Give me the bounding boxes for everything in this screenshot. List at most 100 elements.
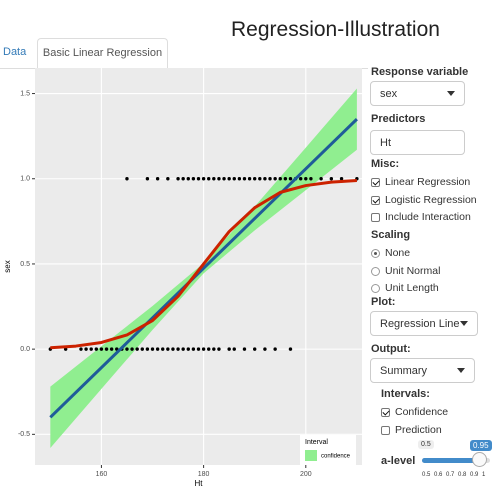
tab[interactable]: Basic Linear Regression	[37, 38, 168, 69]
data-point	[181, 347, 185, 351]
data-point	[150, 347, 155, 351]
data-point	[191, 177, 196, 181]
data-point	[99, 347, 104, 351]
data-point	[171, 347, 175, 351]
data-point	[247, 177, 252, 181]
data-point	[242, 177, 247, 181]
radio[interactable]	[371, 284, 380, 293]
slider-tick-label: 0.5	[422, 472, 431, 478]
data-point	[161, 347, 165, 351]
data-point	[212, 177, 216, 181]
data-point	[227, 177, 231, 181]
x-tick-label: 180	[198, 471, 210, 478]
radio-label[interactable]: None	[385, 247, 411, 259]
select[interactable]: Regression Line	[370, 311, 478, 336]
slider-fill	[422, 458, 480, 463]
data-point	[217, 347, 221, 351]
radio[interactable]	[371, 249, 380, 258]
data-point	[309, 177, 313, 181]
select[interactable]: sex	[370, 81, 465, 106]
data-point	[125, 177, 129, 181]
radio[interactable]	[371, 266, 380, 276]
caret-icon	[457, 368, 465, 373]
data-point	[298, 177, 303, 181]
data-point	[191, 347, 196, 351]
checkbox-label[interactable]: Linear Regression	[385, 176, 471, 188]
tab[interactable]: Data	[3, 46, 27, 58]
x-tick-label: 200	[300, 471, 312, 478]
checkbox-label[interactable]: Include Interaction	[385, 211, 471, 223]
field-label: Output:	[371, 343, 411, 355]
data-point	[232, 347, 236, 351]
data-point	[181, 177, 185, 181]
checkbox[interactable]	[371, 178, 380, 187]
select-value: Summary	[380, 365, 428, 377]
data-point	[79, 347, 83, 351]
checkbox[interactable]	[371, 213, 380, 222]
y-tick-label: 1.0	[20, 176, 30, 183]
legend-swatch	[305, 450, 317, 461]
group-label: Intervals:	[381, 388, 430, 400]
data-point	[207, 177, 211, 181]
slider-tick-label: 0.6	[434, 472, 443, 478]
caret-icon	[460, 321, 468, 326]
data-point	[288, 347, 293, 351]
field-label: Predictors	[371, 113, 426, 125]
data-point	[135, 347, 139, 351]
text-input[interactable]: Ht	[370, 130, 465, 155]
slider-tick-label: 0.8	[458, 472, 467, 478]
data-point	[155, 347, 160, 351]
data-point	[273, 177, 277, 181]
field-label: Response variable	[371, 66, 469, 78]
group-label: Misc:	[371, 158, 400, 170]
data-point	[278, 177, 282, 181]
legend-label: confidence	[321, 454, 351, 460]
caret-icon	[447, 91, 455, 96]
radio-label[interactable]: Unit Normal	[385, 264, 441, 277]
page-title: Regression-Illustration	[231, 18, 440, 41]
data-point	[145, 347, 150, 351]
slider-tick-label: 1	[482, 472, 486, 478]
data-point	[186, 347, 190, 351]
checkbox[interactable]	[371, 195, 380, 205]
data-point	[237, 177, 242, 181]
slider-label: a-level	[381, 455, 416, 467]
data-point	[140, 347, 144, 351]
data-point	[212, 347, 216, 351]
data-point	[155, 177, 160, 181]
data-point	[304, 177, 308, 181]
x-tick-label: 160	[96, 471, 108, 478]
checkbox[interactable]	[381, 425, 390, 435]
data-point	[232, 177, 236, 181]
slider-value: 0.95	[470, 440, 492, 451]
data-point	[288, 177, 293, 181]
data-point	[207, 347, 211, 351]
checkbox[interactable]	[381, 408, 390, 417]
data-point	[166, 177, 170, 181]
select[interactable]: Summary	[370, 358, 475, 383]
data-point	[339, 177, 344, 181]
y-tick-label: 0.0	[20, 346, 30, 353]
checkbox-label[interactable]: Logistic Regression	[385, 193, 477, 206]
y-tick-label: 0.5	[20, 261, 30, 268]
logistic-fit-line	[50, 178, 357, 350]
select-value: sex	[380, 88, 398, 100]
data-point	[84, 347, 88, 351]
data-point	[104, 347, 109, 351]
radio-label[interactable]: Unit Length	[385, 282, 439, 294]
checkbox-label[interactable]: Prediction	[395, 423, 442, 436]
checkbox-label[interactable]: Confidence	[395, 406, 449, 418]
data-point	[201, 347, 206, 351]
data-point	[263, 177, 267, 181]
x-axis-title: Ht	[195, 479, 204, 488]
slider-tick-label: 0.7	[446, 472, 455, 478]
y-axis-title: sex	[3, 260, 12, 272]
data-point	[253, 177, 257, 181]
select-value: Regression Line	[380, 318, 460, 330]
data-point	[125, 347, 129, 351]
slider-handle[interactable]	[472, 452, 487, 467]
data-point	[222, 177, 226, 181]
data-point	[217, 177, 221, 181]
data-point	[329, 177, 334, 181]
data-point	[263, 347, 267, 351]
